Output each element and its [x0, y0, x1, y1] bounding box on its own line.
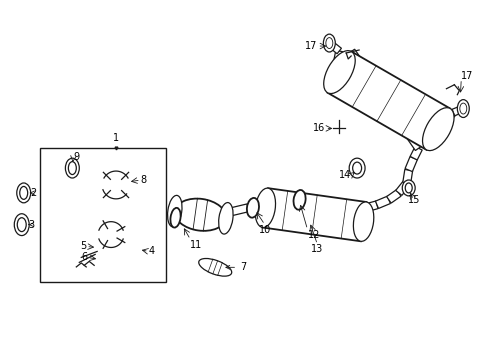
Text: 13: 13: [311, 244, 323, 255]
Text: 5: 5: [80, 242, 86, 252]
Ellipse shape: [348, 158, 365, 178]
Ellipse shape: [293, 190, 305, 210]
Ellipse shape: [68, 162, 76, 175]
Ellipse shape: [323, 34, 335, 52]
Ellipse shape: [459, 103, 466, 114]
Ellipse shape: [170, 208, 180, 228]
Polygon shape: [451, 105, 464, 116]
Ellipse shape: [17, 218, 26, 231]
Ellipse shape: [456, 100, 468, 117]
Ellipse shape: [65, 158, 79, 178]
Ellipse shape: [352, 162, 361, 174]
Polygon shape: [364, 201, 377, 212]
Ellipse shape: [174, 199, 225, 231]
Ellipse shape: [402, 180, 414, 196]
Ellipse shape: [405, 183, 411, 193]
Polygon shape: [409, 147, 421, 160]
Text: 2: 2: [30, 188, 37, 198]
Text: 3: 3: [28, 220, 35, 230]
Text: 15: 15: [407, 195, 419, 205]
Polygon shape: [347, 49, 421, 150]
Text: 17: 17: [460, 71, 473, 81]
Text: 11: 11: [190, 239, 202, 249]
Polygon shape: [402, 170, 412, 184]
Text: 7: 7: [225, 262, 246, 272]
Polygon shape: [327, 51, 449, 150]
Polygon shape: [375, 196, 389, 208]
Polygon shape: [258, 201, 273, 211]
Text: 12: 12: [307, 230, 319, 240]
Text: 16: 16: [312, 123, 325, 134]
Text: 10: 10: [258, 225, 270, 235]
Ellipse shape: [422, 108, 453, 150]
Polygon shape: [326, 40, 341, 54]
Text: 9: 9: [73, 152, 79, 162]
Ellipse shape: [255, 188, 275, 228]
Bar: [40, 148, 165, 282]
Polygon shape: [226, 204, 248, 217]
Ellipse shape: [246, 198, 259, 218]
Ellipse shape: [167, 195, 182, 227]
Polygon shape: [262, 188, 366, 241]
Ellipse shape: [353, 202, 373, 241]
Polygon shape: [435, 110, 455, 131]
Text: 14: 14: [338, 170, 350, 180]
Ellipse shape: [325, 37, 332, 49]
Text: 8: 8: [141, 175, 146, 185]
Polygon shape: [386, 190, 400, 203]
Ellipse shape: [198, 258, 231, 276]
Ellipse shape: [323, 51, 354, 94]
Polygon shape: [395, 180, 409, 195]
Text: 6: 6: [81, 252, 87, 262]
Ellipse shape: [20, 186, 28, 199]
Text: 1: 1: [113, 133, 119, 143]
Ellipse shape: [218, 203, 233, 234]
Polygon shape: [168, 213, 175, 223]
Polygon shape: [328, 50, 342, 85]
Text: 17: 17: [305, 41, 317, 51]
Ellipse shape: [14, 214, 29, 235]
Ellipse shape: [17, 183, 31, 203]
Text: 4: 4: [148, 247, 155, 256]
Polygon shape: [404, 157, 416, 172]
